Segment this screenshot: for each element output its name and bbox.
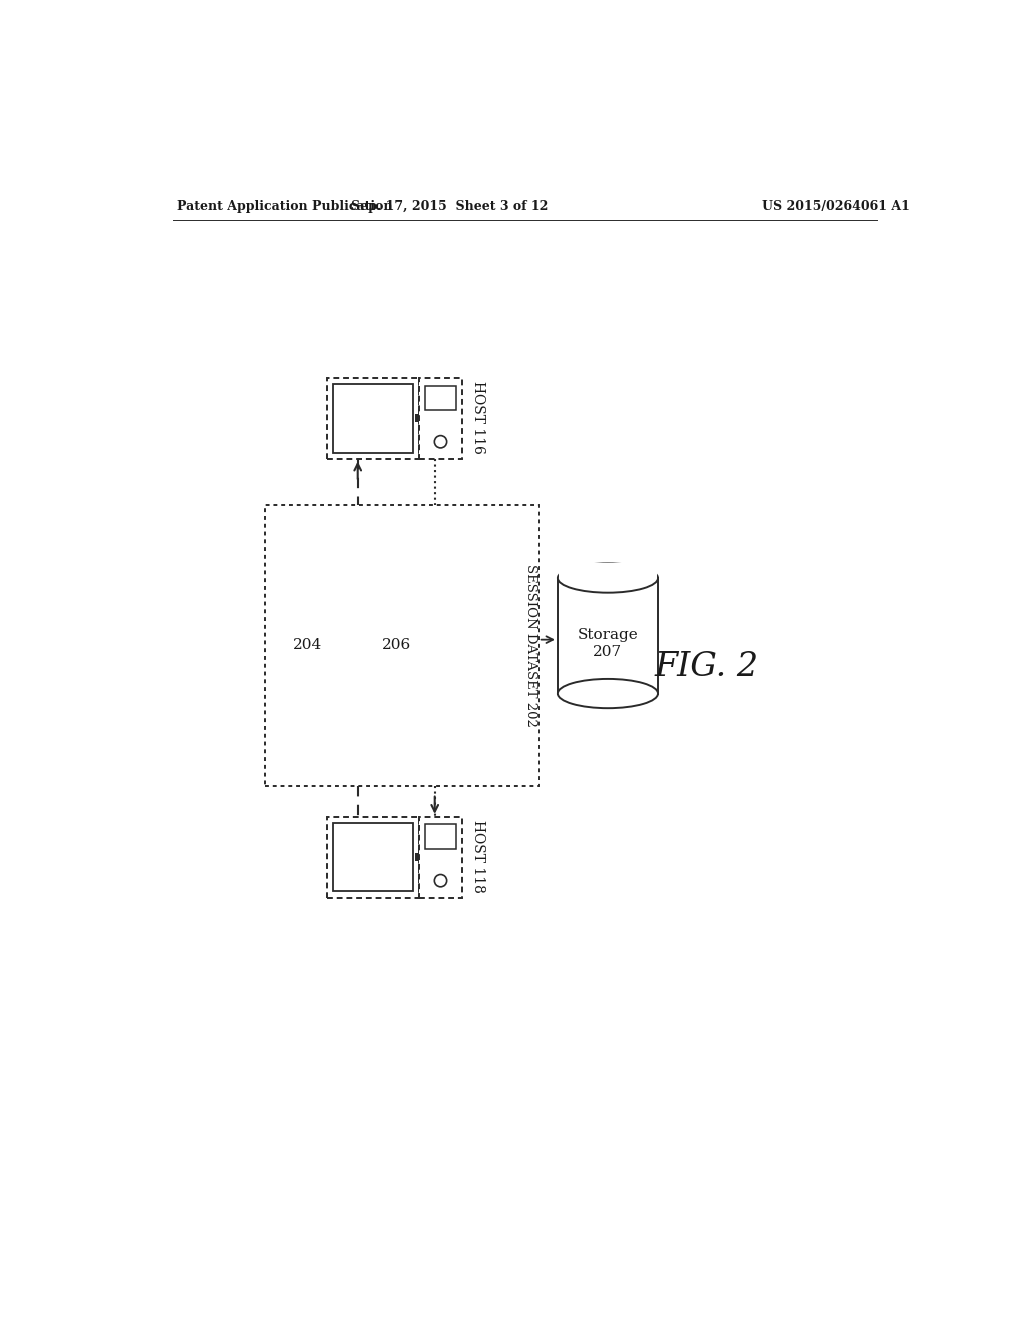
Text: FIG. 2: FIG. 2 [654, 651, 759, 682]
Text: HOST 118: HOST 118 [471, 820, 485, 894]
Circle shape [434, 874, 446, 887]
Bar [327, 378, 419, 459]
Ellipse shape [558, 678, 658, 708]
Bar [419, 817, 462, 898]
Text: Patent Application Publication: Patent Application Publication [177, 199, 392, 213]
Text: 204: 204 [293, 638, 323, 652]
Text: 206: 206 [382, 638, 411, 652]
Bar [333, 384, 413, 453]
Bar [265, 506, 539, 785]
Bar [559, 564, 657, 578]
Bar [425, 825, 456, 849]
Text: HOST 116: HOST 116 [471, 381, 485, 454]
Text: Storage
207: Storage 207 [578, 628, 638, 659]
Bar [419, 378, 462, 459]
Bar [425, 385, 456, 409]
Text: US 2015/0264061 A1: US 2015/0264061 A1 [762, 199, 910, 213]
Bar [415, 414, 419, 422]
Circle shape [434, 436, 446, 447]
Bar [333, 822, 413, 891]
Bar [415, 853, 419, 861]
Ellipse shape [558, 564, 658, 593]
Bar [558, 578, 658, 693]
Bar [327, 817, 419, 898]
Text: Sep. 17, 2015  Sheet 3 of 12: Sep. 17, 2015 Sheet 3 of 12 [351, 199, 549, 213]
Text: SESSION DATASET 202: SESSION DATASET 202 [524, 564, 538, 726]
